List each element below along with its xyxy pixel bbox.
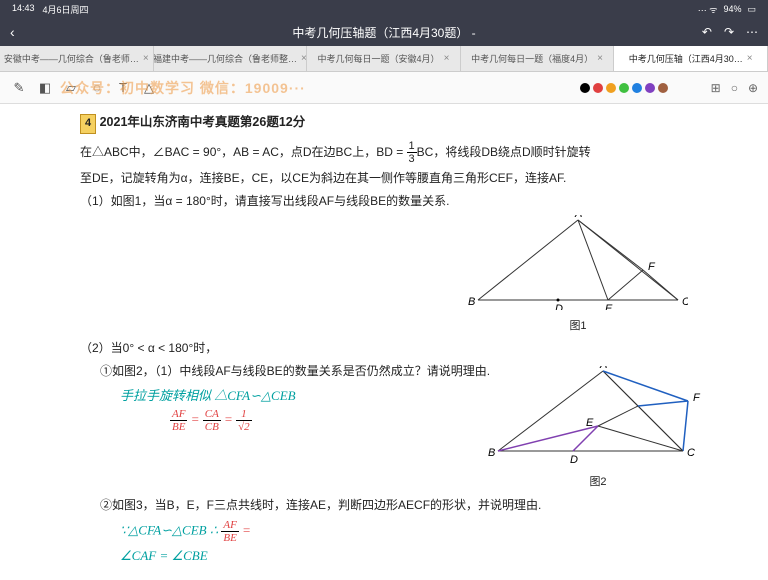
redo-icon[interactable]: ↷ (724, 25, 734, 39)
part-1: （1）如图1，当α = 180°时，请直接写出线段AF与线段BE的数量关系. (80, 192, 708, 211)
tab-bar: 安徽中考——几何综合（鲁老师…× 福建中考——几何综合（鲁老师整…× 中考几何每… (0, 46, 768, 72)
status-time: 14:43 (12, 3, 35, 16)
app-title-bar: ‹ 中考几何压轴题（江西4月30题） - ↶ ↷ ⋯ (0, 18, 768, 46)
question-badge: 4 (80, 114, 96, 134)
svg-text:E: E (586, 417, 594, 429)
figure-1-area: A B C D E F 图1 (80, 215, 708, 335)
status-date: 4月6日周四 (43, 3, 89, 16)
part-2-2: ②如图3，当B，E，F三点共线时，连接AE，判断四边形AECF的形状，并说明理由… (100, 496, 708, 515)
svg-text:B: B (468, 296, 475, 308)
color-swatch[interactable] (645, 83, 655, 93)
wifi-icon: ⋯ ᯤ (698, 3, 718, 16)
annotation-toolbar: ✎ ◧ ▱ ◌ T △ 公众号：初中数学习 微信：19009··· ⊞ ○ ⊕ (0, 72, 768, 104)
svg-text:D: D (570, 454, 578, 466)
tab-item[interactable]: 福建中考——几何综合（鲁老师整…× (154, 46, 308, 71)
svg-text:A: A (599, 366, 607, 371)
close-icon[interactable]: × (444, 53, 450, 64)
back-button[interactable]: ‹ (10, 24, 15, 40)
circle-icon[interactable]: ○ (731, 81, 738, 95)
svg-text:F: F (693, 392, 701, 404)
handwriting-4: ∠CAF = ∠CBE (120, 546, 708, 567)
figure-2-label: 图2 (488, 474, 708, 492)
figure-2-area: 手拉手旋转相似 △CFA∽△CEB AFBE = CACB = 1√2 ABCD… (80, 386, 708, 496)
svg-text:F: F (648, 261, 656, 273)
color-swatch[interactable] (580, 83, 590, 93)
close-icon[interactable]: × (301, 53, 307, 64)
svg-text:C: C (687, 447, 695, 459)
part-2: （2）当0° < α < 180°时， (80, 339, 708, 358)
color-swatch[interactable] (658, 83, 668, 93)
svg-text:A: A (574, 215, 582, 220)
tab-item[interactable]: 中考几何每日一题（福度4月）× (461, 46, 615, 71)
question-body-line2: 至DE，记旋转角为α，连接BE，CE，以CE为斜边在其一侧作等腰直角三角形CEF… (80, 169, 708, 188)
ipad-status-bar: 14:43 4月6日周四 ⋯ ᯤ 94% ▭ (0, 0, 768, 18)
close-icon[interactable]: × (597, 53, 603, 64)
document-content: 4 2021年山东济南中考真题第26题12分 在△ABC中，∠BAC = 90°… (0, 104, 768, 580)
question-body: 在△ABC中，∠BAC = 90°，AB = AC，点D在边BC上，BD = 1… (80, 140, 708, 165)
close-icon[interactable]: × (747, 53, 753, 64)
document-title: 中考几何压轴题（江西4月30题） - (292, 24, 475, 41)
svg-text:C: C (682, 296, 688, 308)
tab-item[interactable]: 安徽中考——几何综合（鲁老师…× (0, 46, 154, 71)
color-swatch[interactable] (632, 83, 642, 93)
close-icon[interactable]: × (143, 53, 149, 64)
tab-item-active[interactable]: 中考几何压轴（江西4月30…× (614, 46, 768, 71)
battery-text: 94% (723, 4, 741, 14)
figure-2-svg: A B C D E F (488, 366, 708, 466)
handwriting-3: ∵△CFA∽△CEB ∴ AFBE = (120, 519, 708, 544)
color-palette (580, 83, 668, 93)
more-icon[interactable]: ⋯ (746, 25, 758, 39)
color-swatch[interactable] (606, 83, 616, 93)
svg-text:D: D (555, 303, 563, 310)
color-swatch[interactable] (619, 83, 629, 93)
figure-1-label: 图1 (468, 318, 688, 336)
eraser-icon[interactable]: ◧ (36, 79, 54, 97)
svg-text:E: E (605, 303, 613, 310)
tab-item[interactable]: 中考几何每日一题（安徽4月）× (307, 46, 461, 71)
undo-icon[interactable]: ↶ (702, 25, 712, 39)
svg-text:B: B (488, 447, 495, 459)
add-icon[interactable]: ⊕ (748, 81, 758, 95)
question-title: 2021年山东济南中考真题第26题12分 (100, 115, 306, 129)
figure-1-svg: A B C D E F (468, 215, 688, 310)
pen-icon[interactable]: ✎ (10, 79, 28, 97)
grid-icon[interactable]: ⊞ (711, 81, 721, 95)
watermark-text: 公众号：初中数学习 微信：19009··· (60, 78, 306, 98)
battery-icon: ▭ (747, 4, 756, 15)
color-swatch[interactable] (593, 83, 603, 93)
